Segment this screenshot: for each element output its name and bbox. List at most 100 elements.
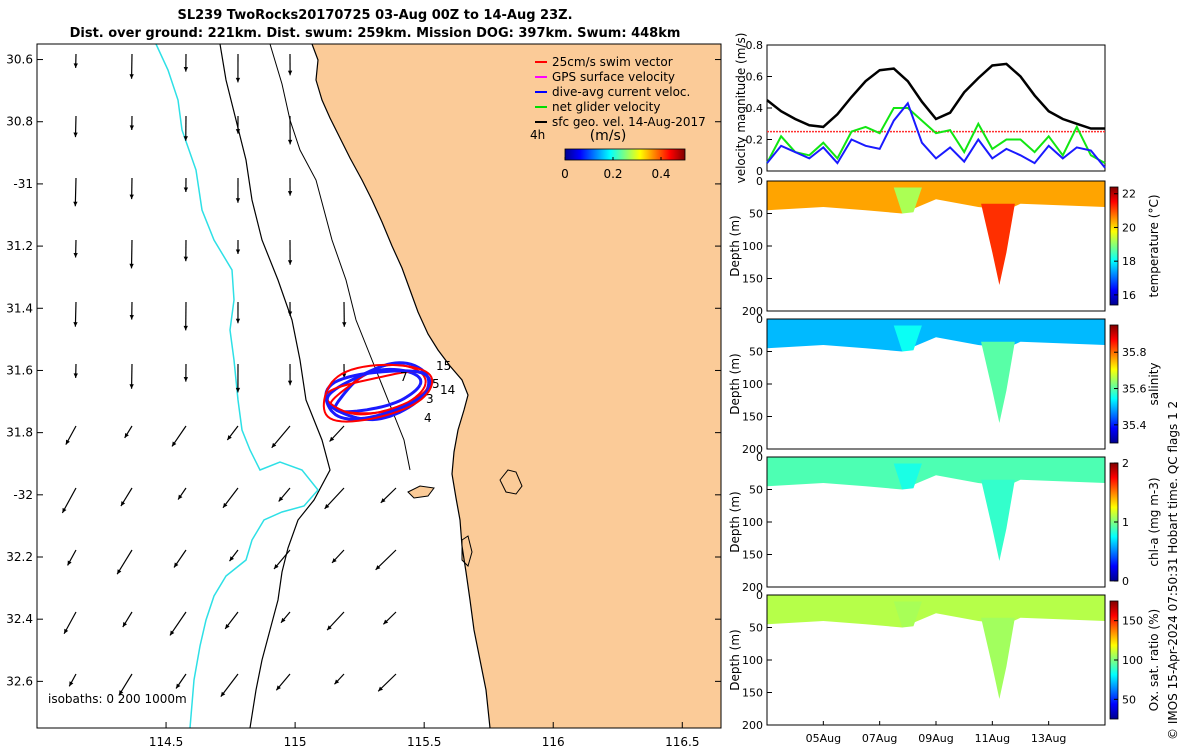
section-ylabel: Depth (m) bbox=[728, 353, 742, 414]
velocity-vector-head bbox=[119, 690, 124, 696]
time-tick-label: 05Aug bbox=[806, 732, 841, 745]
map-x-tick-label: 116 bbox=[542, 735, 565, 749]
velocity-vector bbox=[116, 549, 133, 575]
velocity-vector-head bbox=[73, 201, 78, 207]
depth-tick-label: 0 bbox=[756, 451, 763, 464]
velocity-series bbox=[766, 62, 1106, 169]
velocity-vector-head bbox=[378, 686, 383, 692]
chart-title: SL239 TwoRocks20170725 03-Aug 00Z to 14-… bbox=[177, 8, 573, 23]
depth-tick-label: 150 bbox=[742, 549, 763, 562]
velocity-vector-head bbox=[287, 139, 293, 145]
map-y-tick-label: -31 bbox=[13, 177, 33, 191]
velocity-vector-head bbox=[329, 436, 335, 442]
velocity-vector-head bbox=[220, 691, 226, 697]
velocity-vector-head bbox=[73, 373, 78, 378]
velocity-vector-head bbox=[69, 681, 74, 687]
colorbar-tick-label: 35.8 bbox=[1122, 346, 1147, 359]
velocity-y-tick-label: 0 bbox=[756, 165, 763, 178]
glider-track bbox=[322, 361, 434, 423]
colorbar-tick-label: 0.4 bbox=[651, 167, 670, 181]
velocity-vector-head bbox=[227, 435, 232, 441]
map-y-tick-label: -32 bbox=[13, 488, 33, 502]
map-y-tick-label: 30.6 bbox=[6, 53, 33, 67]
velocity-vector bbox=[271, 425, 291, 449]
depth-tick-label: 50 bbox=[749, 484, 763, 497]
velocity-vector-head bbox=[183, 325, 188, 331]
section-panel-3: 0 50 100 150 200 Depth (m) 50 100 150 Ox. sat. ra… bbox=[728, 589, 1161, 732]
section-colorbar-label: chl-a (mg m-3) bbox=[1147, 477, 1161, 566]
section-upper-layer bbox=[767, 595, 1105, 628]
legend-entry: 25cm/s swim vector bbox=[552, 55, 673, 69]
section-jet bbox=[981, 203, 1015, 285]
velocity-vector-head bbox=[178, 494, 183, 500]
track-label: 14 bbox=[440, 383, 455, 397]
colorbar-tick-label: 2 bbox=[1122, 457, 1129, 470]
section-colorbar-label: temperature (°C) bbox=[1147, 195, 1161, 298]
velocity-y-axis: 0 0.2 0.4 0.6 0.8 bbox=[746, 39, 772, 178]
map-x-tick-label: 116.5 bbox=[665, 735, 699, 749]
velocity-vector-head bbox=[183, 377, 189, 382]
legend-side-label: 4h bbox=[530, 128, 545, 142]
velocity-vector-head bbox=[287, 311, 293, 316]
section-jet bbox=[981, 479, 1015, 561]
track-loop bbox=[322, 363, 434, 423]
depth-tick-label: 0 bbox=[756, 175, 763, 188]
velocity-series-line bbox=[766, 107, 1106, 164]
section-panel-1: 0 50 100 150 200 Depth (m) 35.4 35.6 35.8salinit… bbox=[728, 313, 1161, 456]
isobath-200m bbox=[219, 44, 331, 728]
colorbar-tick-label: 20 bbox=[1122, 221, 1136, 234]
velocity-vector-head bbox=[278, 496, 284, 502]
section-upper-layer bbox=[767, 181, 1105, 214]
depth-tick-label: 200 bbox=[742, 719, 763, 732]
depth-tick-label: 150 bbox=[742, 687, 763, 700]
colorbar-tick-label: 150 bbox=[1122, 615, 1143, 628]
island-2 bbox=[499, 469, 523, 495]
depth-tick-label: 50 bbox=[749, 208, 763, 221]
velocity-y-tick-label: 0.8 bbox=[746, 39, 764, 52]
legend-entry: sfc geo. vel. 14-Aug-2017 bbox=[552, 115, 706, 129]
track-label: 7 bbox=[400, 370, 408, 384]
velocity-vector-head bbox=[383, 619, 389, 625]
velocity-vector-head bbox=[375, 565, 381, 570]
velocity-vector bbox=[375, 549, 397, 571]
velocity-vector-head bbox=[280, 617, 286, 623]
depth-tick-label: 100 bbox=[742, 378, 763, 391]
velocity-vector bbox=[74, 177, 77, 207]
time-tick-label: 11Aug bbox=[975, 732, 1010, 745]
velocity-y-tick-label: 0.2 bbox=[746, 134, 764, 147]
time-tick-label: 09Aug bbox=[918, 732, 953, 745]
isobath-1000m bbox=[155, 44, 319, 728]
velocity-vector-head bbox=[171, 441, 177, 447]
velocity-vector-head bbox=[129, 263, 134, 269]
map-y-tick-label: 31.4 bbox=[6, 301, 33, 315]
surface-velocity-vectors bbox=[61, 53, 397, 697]
velocity-panel: 0 0.2 0.4 0.6 0.8 velocity magnitude (m/s) bbox=[734, 33, 1106, 183]
chart-subtitle: Dist. over ground: 221km. Dist. swum: 25… bbox=[69, 26, 681, 41]
velocity-vector bbox=[61, 487, 77, 514]
section-panel-0: 0 50 100 150 200 Depth (m) 16 18 20 22 temperature… bbox=[728, 175, 1161, 318]
velocity-vector-head bbox=[120, 501, 126, 507]
map-x-tick-label: 115 bbox=[284, 735, 307, 749]
colorbar-label: (m/s) bbox=[590, 128, 627, 144]
colorbar-tick-label: 16 bbox=[1122, 289, 1136, 302]
map-panel: 114.5 115 115.5 116 116.5 30.6 30.8 -31 31.2 31.… bbox=[6, 43, 722, 749]
velocity-vector-head bbox=[129, 315, 134, 320]
imos-stamp: © IMOS 15-Apr-2024 07:50:31 Hobart time.… bbox=[1166, 400, 1180, 740]
colorbar-tick-label: 100 bbox=[1122, 654, 1143, 667]
velocity-plot-area bbox=[766, 44, 1106, 172]
velocity-vector-head bbox=[235, 129, 241, 134]
velocity-vector-head bbox=[183, 256, 189, 262]
velocity-vector-head bbox=[235, 198, 241, 203]
map-y-tick-label: 31.8 bbox=[6, 426, 33, 440]
velocity-vector-head bbox=[287, 380, 293, 386]
section-patch bbox=[893, 325, 922, 352]
section-patch bbox=[893, 601, 922, 628]
velocity-vector-head bbox=[122, 622, 128, 628]
colorbar-tick-label: 0 bbox=[561, 167, 569, 181]
section-ylabel: Depth (m) bbox=[728, 629, 742, 690]
section-jet bbox=[981, 341, 1015, 423]
depth-tick-label: 200 bbox=[742, 581, 763, 594]
velocity-vector-head bbox=[183, 136, 188, 141]
velocity-vector-head bbox=[229, 556, 234, 562]
